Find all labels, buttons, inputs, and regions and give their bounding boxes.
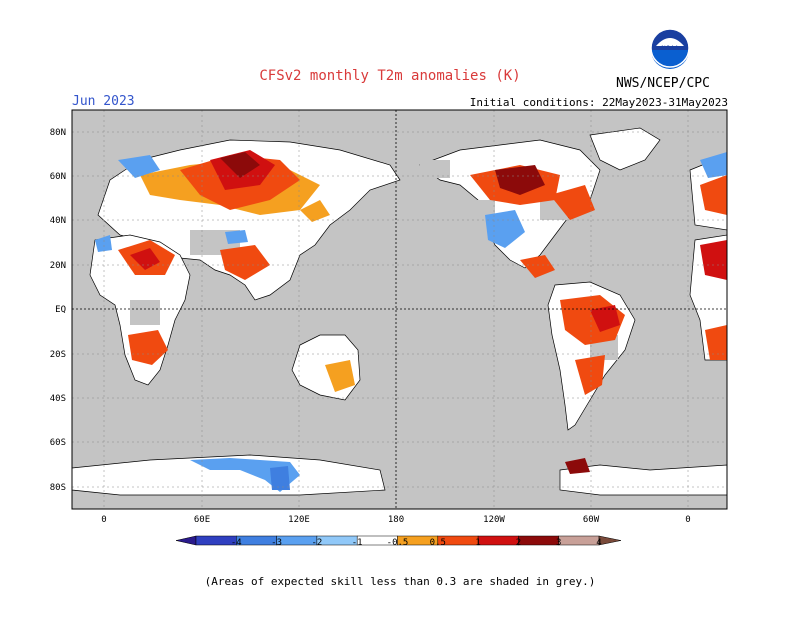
colorbar-tick-label: 4 (596, 538, 601, 548)
lat-label: 40S (50, 394, 66, 404)
colorbar-tick-label: -2 (311, 538, 322, 548)
latitude-labels: 80N 60N 40N 20N EQ 20S 40S 60S 80S (50, 128, 66, 493)
cool-anomalies (95, 152, 727, 492)
longitude-labels: 0 60E 120E 180 120W 60W 0 (101, 515, 690, 525)
colorbar-tick-label: 0.5 (430, 538, 446, 548)
lat-label: 60S (50, 438, 66, 448)
colorbar-segment (518, 535, 559, 546)
lon-label: 120W (483, 515, 505, 525)
colorbar-tick-label: -4 (231, 538, 242, 548)
noaa-logo: NOAA (650, 28, 690, 69)
colorbar-tick-label: 2 (516, 538, 521, 548)
lon-label: 0 (101, 515, 106, 525)
map-frame (71, 109, 728, 510)
lon-label: 60W (583, 515, 600, 525)
agency-label: NWS/NCEP/CPC (616, 76, 710, 91)
colorbar-right-arrow (598, 535, 622, 546)
lat-label: 20N (50, 261, 66, 271)
colorbar-tick-label: 3 (556, 538, 561, 548)
colorbar-left-arrow (175, 535, 197, 546)
map-title: CFSv2 monthly T2m anomalies (K) (259, 68, 521, 84)
footnote: (Areas of expected skill less than 0.3 a… (204, 575, 596, 588)
colorbar-tick-label: -3 (271, 538, 282, 548)
noaa-logo-text: NOAA (661, 45, 679, 52)
lon-label: 60E (194, 515, 210, 525)
lat-label: 80S (50, 483, 66, 493)
lon-label: 120E (288, 515, 310, 525)
lon-label: 0 (685, 515, 690, 525)
forecast-month: Jun 2023 (72, 94, 135, 109)
colorbar-tick-label: -1 (352, 538, 363, 548)
initial-conditions: Initial conditions: 22May2023-31May2023 (469, 96, 728, 109)
warm-anomalies (118, 150, 727, 474)
colorbar-segment (558, 535, 600, 546)
lon-label: 180 (388, 515, 404, 525)
colorbar-tick-label: -0.5 (387, 538, 409, 548)
lat-label: 80N (50, 128, 66, 138)
lat-label: EQ (55, 305, 66, 315)
colorbar-segment (477, 535, 519, 546)
lat-label: 60N (50, 172, 66, 182)
colorbar-tick-label: 1 (475, 538, 480, 548)
map-grid (72, 110, 727, 509)
lat-label: 40N (50, 216, 66, 226)
colorbar: -4 -3 -2 -1 -0.5 0.5 1 2 3 4 (175, 535, 622, 548)
lat-label: 20S (50, 350, 66, 360)
